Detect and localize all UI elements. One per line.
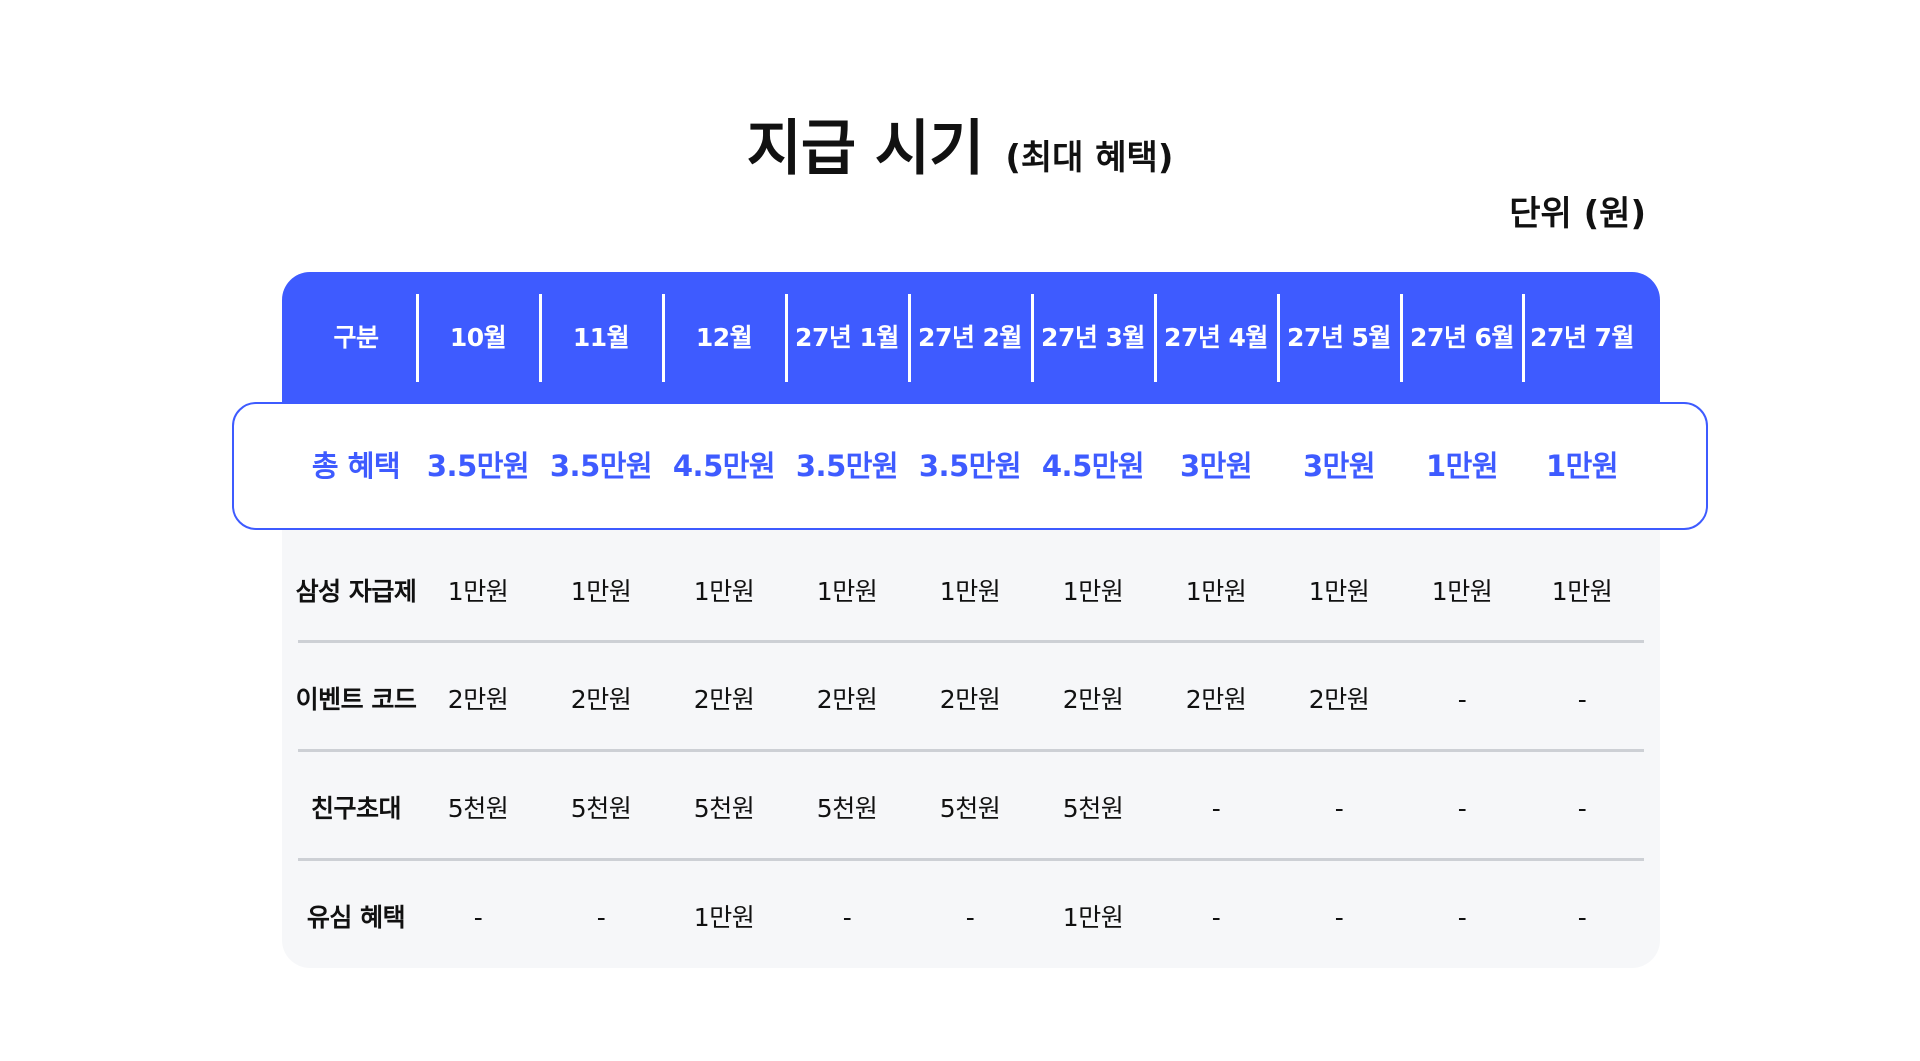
- table-cell: -: [1211, 903, 1221, 932]
- table-cell: 5천원: [1062, 794, 1124, 823]
- header-divider: [1522, 294, 1525, 382]
- total-row-cell-jun-27: 1만원: [1425, 449, 1499, 483]
- table-cell: 2만원: [1185, 685, 1247, 714]
- table-cell: 1만원: [816, 577, 878, 606]
- total-row-cell-apr-27: 3만원: [1179, 449, 1253, 483]
- total-row-cell-feb-27: 3.5만원: [918, 449, 1022, 483]
- table-cell: -: [1457, 903, 1467, 932]
- header-cell-jul-27: 27년 7월: [1530, 323, 1634, 352]
- table-cell: 2만원: [693, 685, 755, 714]
- header-divider: [1400, 294, 1403, 382]
- table-cell: -: [965, 903, 975, 932]
- table-cell: 5천원: [447, 794, 509, 823]
- table-cell: -: [1577, 685, 1587, 714]
- header-divider: [1154, 294, 1157, 382]
- page-title: 지급 시기 (최대 혜택): [0, 100, 1920, 187]
- table-cell: -: [1457, 685, 1467, 714]
- header-divider: [1031, 294, 1034, 382]
- row-label: 유심 혜택: [306, 903, 406, 932]
- header-divider: [416, 294, 419, 382]
- header-divider: [785, 294, 788, 382]
- table-cell: 1만원: [693, 903, 755, 932]
- total-row-cell-dec: 4.5만원: [672, 449, 776, 483]
- total-row-label: 총 혜택: [311, 449, 401, 483]
- table-cell: 1만원: [1308, 577, 1370, 606]
- total-row-cell-oct: 3.5만원: [426, 449, 530, 483]
- header-cell-may-27: 27년 5월: [1287, 323, 1391, 352]
- table-cell: 1만원: [1551, 577, 1613, 606]
- table-cell: 1만원: [1431, 577, 1493, 606]
- header-divider: [908, 294, 911, 382]
- header-cell-mar-27: 27년 3월: [1041, 323, 1145, 352]
- header-cell-jan-27: 27년 1월: [795, 323, 899, 352]
- table-cell: -: [1577, 903, 1587, 932]
- table-cell: 2만원: [939, 685, 1001, 714]
- header-divider: [1277, 294, 1280, 382]
- header-cell-jun-27: 27년 6월: [1410, 323, 1514, 352]
- table-cell: -: [596, 903, 606, 932]
- table-cell: -: [1334, 903, 1344, 932]
- table-cell: -: [1577, 794, 1587, 823]
- total-row-cell-may-27: 3만원: [1302, 449, 1376, 483]
- header-cell-feb-27: 27년 2월: [918, 323, 1022, 352]
- total-row-cell-mar-27: 4.5만원: [1041, 449, 1145, 483]
- row-divider: [298, 640, 1644, 643]
- table-cell: -: [1334, 794, 1344, 823]
- table-cell: -: [842, 903, 852, 932]
- table-cell: -: [473, 903, 483, 932]
- table-cell: -: [1457, 794, 1467, 823]
- table-header-row: 구분 10월 11월 12월 27년 1월 27년 2월 27년 3월 27년 4월 27년 5…: [282, 272, 1660, 404]
- row-label: 친구초대: [310, 794, 402, 823]
- table-cell: -: [1211, 794, 1221, 823]
- table-cell: 2만원: [570, 685, 632, 714]
- table-row: 유심 혜택 - - 1만원 - - 1만원 - - - -: [282, 864, 1660, 972]
- total-row-cell-jan-27: 3.5만원: [795, 449, 899, 483]
- total-row-cell-jul-27: 1만원: [1545, 449, 1619, 483]
- unit-label: 단위 (원): [1509, 194, 1646, 234]
- total-benefit-row: 총 혜택 3.5만원 3.5만원 4.5만원 3.5만원 3.5만원 4.5만원 3만원 3만원…: [232, 402, 1708, 530]
- table-cell: 2만원: [816, 685, 878, 714]
- title-subtitle: (최대 혜택): [1005, 138, 1174, 178]
- header-divider: [539, 294, 542, 382]
- table-cell: 1만원: [1062, 577, 1124, 606]
- table-cell: 1만원: [693, 577, 755, 606]
- row-label: 이벤트 코드: [295, 685, 417, 714]
- row-divider: [298, 749, 1644, 752]
- table-cell: 5천원: [816, 794, 878, 823]
- total-row-cell-nov: 3.5만원: [549, 449, 653, 483]
- table-cell: 2만원: [1308, 685, 1370, 714]
- table-cell: 1만원: [570, 577, 632, 606]
- table-cell: 1만원: [1185, 577, 1247, 606]
- table-cell: 1만원: [447, 577, 509, 606]
- table-cell: 5천원: [939, 794, 1001, 823]
- table-cell: 1만원: [939, 577, 1001, 606]
- header-cell-dec: 12월: [695, 323, 753, 352]
- table-cell: 5천원: [570, 794, 632, 823]
- table-row: 삼성 자급제 1만원 1만원 1만원 1만원 1만원 1만원 1만원 1만원 1만원 1만원: [282, 538, 1660, 646]
- header-cell-label: 구분: [333, 323, 379, 352]
- title-main: 지급 시기: [746, 114, 985, 184]
- table-row: 친구초대 5천원 5천원 5천원 5천원 5천원 5천원 - - - -: [282, 755, 1660, 863]
- table-row: 이벤트 코드 2만원 2만원 2만원 2만원 2만원 2만원 2만원 2만원 - -: [282, 646, 1660, 754]
- table-cell: 1만원: [1062, 903, 1124, 932]
- table-cell: 5천원: [693, 794, 755, 823]
- header-divider: [662, 294, 665, 382]
- row-divider: [298, 858, 1644, 861]
- header-cell-nov: 11월: [572, 323, 630, 352]
- table-cell: 2만원: [447, 685, 509, 714]
- header-cell-oct: 10월: [449, 323, 507, 352]
- header-cell-apr-27: 27년 4월: [1164, 323, 1268, 352]
- table-cell: 2만원: [1062, 685, 1124, 714]
- row-label: 삼성 자급제: [295, 577, 417, 606]
